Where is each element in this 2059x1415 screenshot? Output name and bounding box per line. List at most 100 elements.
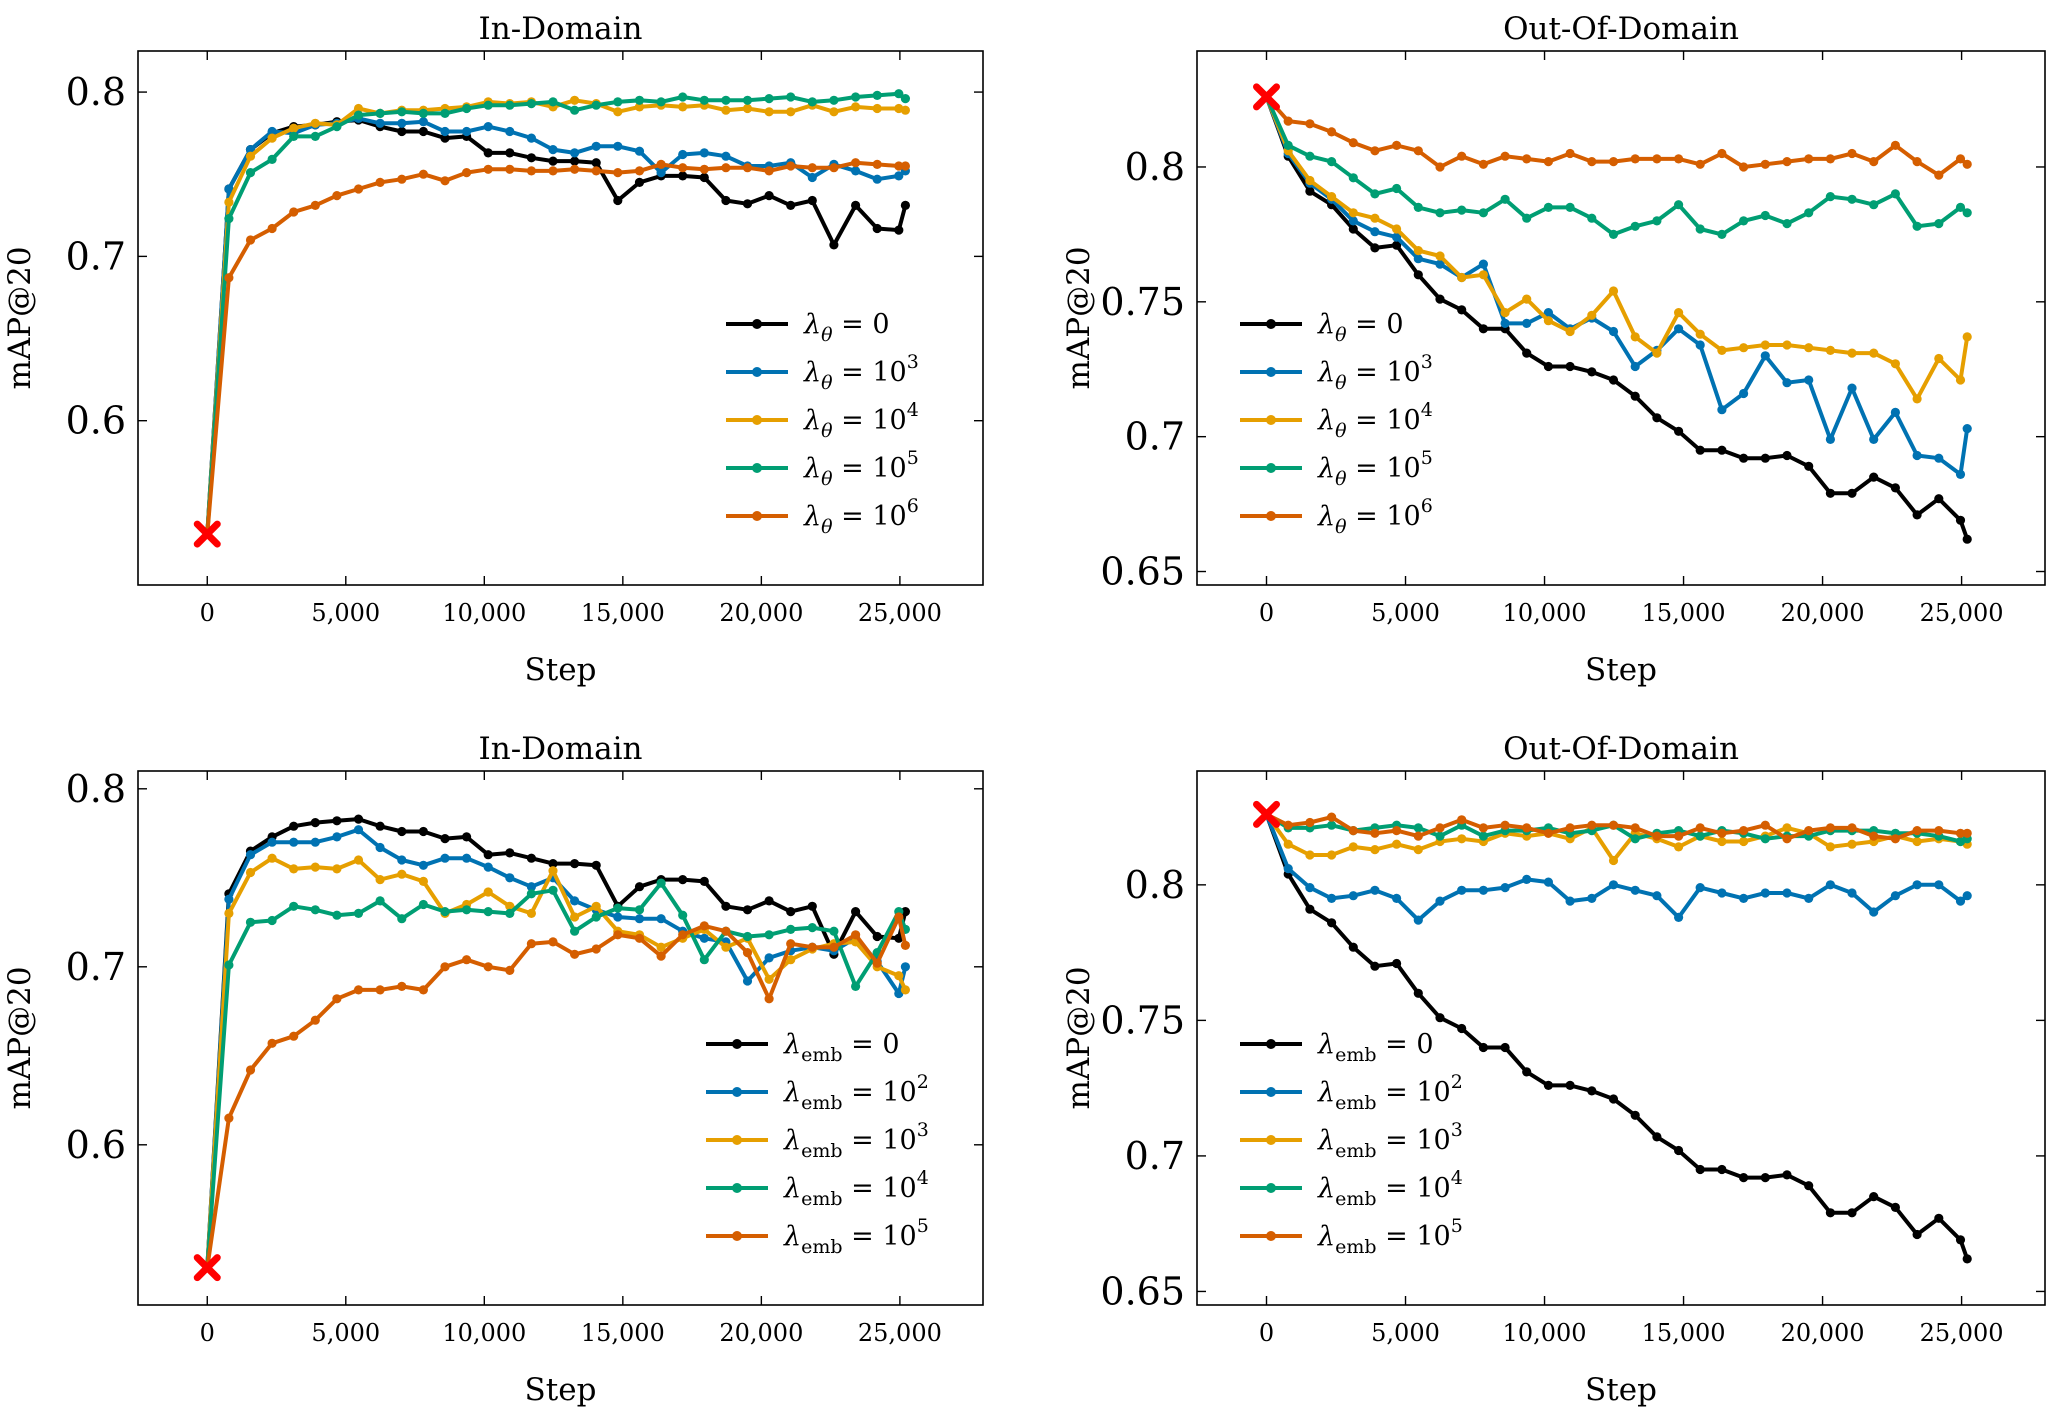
legend-swatch-marker xyxy=(752,415,762,425)
series-line xyxy=(205,91,907,535)
data-point xyxy=(1717,345,1727,355)
legend-item: λθ = 104 xyxy=(1240,399,1433,442)
data-point xyxy=(1674,324,1684,334)
data-point xyxy=(900,200,911,210)
data-point xyxy=(1283,864,1293,874)
data-point xyxy=(1413,915,1423,925)
data-point xyxy=(764,166,774,176)
data-point xyxy=(1695,329,1705,339)
y-tick-label: 0.6 xyxy=(66,399,126,443)
legend-label: λemb = 102 xyxy=(783,1071,929,1114)
y-tick-label: 0.6 xyxy=(66,1123,126,1167)
data-point xyxy=(613,195,623,206)
data-point xyxy=(440,126,450,137)
data-point xyxy=(634,166,645,176)
data-point xyxy=(1912,157,1922,167)
data-point xyxy=(505,148,515,158)
data-point xyxy=(224,908,234,919)
y-axis-label: mAP@20 xyxy=(2,246,38,389)
data-point xyxy=(462,126,472,137)
data-point xyxy=(1327,893,1337,904)
data-point xyxy=(1522,823,1532,833)
legend-item: λemb = 104 xyxy=(706,1167,929,1210)
data-point xyxy=(332,191,342,201)
data-point xyxy=(1500,151,1510,161)
data-point xyxy=(526,889,537,899)
data-point xyxy=(900,985,911,995)
data-point xyxy=(332,910,342,920)
data-point xyxy=(1739,162,1749,172)
x-tick-label: 15,000 xyxy=(581,1319,665,1347)
data-point xyxy=(505,848,515,858)
start-marker-cross xyxy=(193,520,221,548)
data-point xyxy=(353,184,364,194)
data-point xyxy=(1962,891,1972,901)
legend: λemb = 0 λemb = 102 λemb = 103 λemb = 104 λe… xyxy=(1240,1029,1463,1258)
data-point xyxy=(1543,361,1553,372)
data-point xyxy=(1608,157,1619,167)
chart-title: Out-Of-Domain xyxy=(1503,11,1739,47)
data-point xyxy=(1348,138,1358,148)
data-point xyxy=(1435,823,1445,833)
data-point xyxy=(634,882,645,892)
data-point xyxy=(418,899,428,910)
data-point xyxy=(1652,348,1662,358)
data-point xyxy=(1565,896,1575,906)
data-point xyxy=(1739,893,1749,904)
data-point xyxy=(829,163,839,173)
data-point xyxy=(1587,820,1597,830)
data-point xyxy=(418,126,428,137)
x-tick-label: 15,000 xyxy=(1642,599,1726,627)
data-point xyxy=(1522,1067,1532,1077)
data-point xyxy=(1782,219,1792,229)
legend-swatch-marker xyxy=(1266,1039,1276,1049)
data-point xyxy=(900,161,911,171)
x-axis-label: Step xyxy=(1585,1372,1657,1408)
series-line xyxy=(205,915,908,1268)
data-point xyxy=(1392,183,1402,194)
data-point xyxy=(1587,1086,1597,1096)
data-point xyxy=(245,151,256,161)
data-point xyxy=(591,860,601,870)
data-point xyxy=(1652,413,1662,423)
data-point xyxy=(1630,361,1640,372)
legend: λθ = 0 λθ = 103 λθ = 104 λθ = 105 λθ = 106 xyxy=(1240,309,1433,538)
data-point xyxy=(894,171,904,181)
series-5 xyxy=(205,158,911,535)
data-point xyxy=(548,166,558,176)
data-point xyxy=(375,842,385,853)
data-point xyxy=(1305,175,1315,186)
series-line xyxy=(205,116,907,535)
data-point xyxy=(1630,834,1640,844)
data-point xyxy=(267,126,277,137)
series-line xyxy=(1264,813,1970,1260)
data-point xyxy=(289,131,299,141)
data-point xyxy=(613,97,623,107)
data-point xyxy=(1500,318,1510,328)
plot-frame xyxy=(1196,770,2046,1306)
legend-swatch-marker xyxy=(732,1039,742,1049)
data-point xyxy=(1500,308,1510,318)
data-point xyxy=(1327,820,1337,830)
legend-label: λθ = 0 xyxy=(803,309,890,346)
data-point xyxy=(397,118,407,128)
data-point xyxy=(1955,515,1966,525)
data-point xyxy=(1543,157,1553,167)
data-point xyxy=(440,108,450,118)
data-point xyxy=(1955,828,1966,838)
data-point xyxy=(634,933,645,943)
data-point xyxy=(656,914,666,924)
data-point xyxy=(1825,345,1835,355)
data-point xyxy=(289,837,299,847)
legend-swatch-marker xyxy=(732,1135,742,1145)
x-tick-label: 25,000 xyxy=(858,1319,942,1347)
data-point xyxy=(1804,826,1814,836)
y-tick-label: 0.65 xyxy=(1100,550,1185,594)
data-point xyxy=(1457,815,1467,825)
legend-item: λemb = 102 xyxy=(706,1071,929,1114)
data-point xyxy=(656,168,666,178)
data-point xyxy=(397,981,407,992)
data-point xyxy=(678,92,688,102)
data-point xyxy=(1392,224,1402,234)
data-point xyxy=(721,926,731,936)
